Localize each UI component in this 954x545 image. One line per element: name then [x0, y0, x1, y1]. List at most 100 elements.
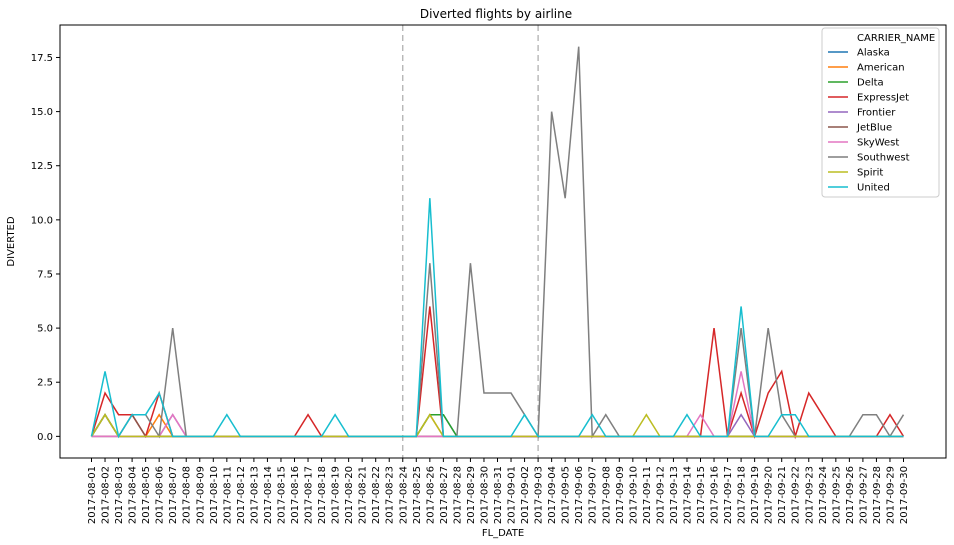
y-axis: 0.0 2.5 5.0 7.5 10.0 12.5 15.0 17.5 — [31, 53, 60, 443]
y-tick-label: 5.0 — [37, 324, 53, 335]
x-tick-label: 2017-08-19 — [331, 466, 342, 524]
series-line-southwest — [90, 46, 905, 439]
x-tick-label: 2017-09-02 — [520, 466, 531, 524]
y-tick-label: 7.5 — [37, 269, 53, 280]
x-tick-label: 2017-09-01 — [507, 466, 518, 524]
x-tick-label: 2017-09-17 — [723, 466, 734, 524]
legend-label-delta: Delta — [857, 78, 884, 89]
x-tick-label: 2017-08-16 — [290, 466, 301, 524]
legend: CARRIER_NAME Alaska American Delta ExpressJe… — [821, 27, 940, 198]
x-tick-label: 2017-09-03 — [534, 466, 545, 524]
x-tick-label: 2017-09-13 — [669, 466, 680, 524]
x-tick-label: 2017-08-12 — [236, 466, 247, 524]
x-tick-label: 2017-08-03 — [114, 466, 125, 524]
x-tick-label: 2017-09-09 — [615, 466, 626, 524]
x-tick-label: 2017-09-24 — [818, 466, 829, 524]
x-tick-label: 2017-09-04 — [547, 466, 558, 524]
x-tick-label: 2017-09-26 — [845, 466, 856, 524]
x-tick-label: 2017-09-30 — [899, 466, 910, 524]
series-line-spirit — [90, 413, 904, 438]
x-tick-label: 2017-08-14 — [263, 466, 274, 524]
x-tick-label: 2017-08-15 — [276, 466, 287, 524]
x-axis-label: FL_DATE — [482, 528, 524, 539]
legend-label-united: United — [857, 183, 890, 194]
x-tick-label: 2017-08-04 — [128, 466, 139, 524]
x-tick-label: 2017-08-21 — [358, 466, 369, 524]
x-tick-label: 2017-09-29 — [885, 466, 896, 524]
x-tick-label: 2017-08-28 — [452, 466, 463, 524]
x-tick-label: 2017-08-13 — [249, 466, 260, 524]
y-tick-label: 15.0 — [31, 107, 53, 118]
x-tick-label: 2017-08-07 — [168, 466, 179, 524]
x-tick-label: 2017-09-21 — [777, 466, 788, 524]
x-tick-label: 2017-08-01 — [87, 466, 98, 524]
legend-label-southwest: Southwest — [857, 153, 910, 164]
x-tick-label: 2017-08-27 — [439, 466, 450, 524]
y-tick-label: 12.5 — [31, 161, 53, 172]
series-line-alaska — [90, 413, 904, 438]
x-tick-label: 2017-09-28 — [872, 466, 883, 524]
x-tick-label: 2017-08-30 — [479, 466, 490, 524]
x-tick-label: 2017-09-14 — [682, 466, 693, 524]
legend-title: CARRIER_NAME — [857, 33, 935, 44]
x-tick-label: 2017-09-20 — [764, 466, 775, 524]
x-tick-label: 2017-08-11 — [222, 466, 233, 524]
x-tick-label: 2017-08-31 — [493, 466, 504, 524]
x-tick-label: 2017-08-22 — [371, 466, 382, 524]
x-tick-label: 2017-09-10 — [628, 466, 639, 524]
chart-title: Diverted flights by airline — [420, 7, 572, 21]
x-tick-label: 2017-09-12 — [655, 466, 666, 524]
x-tick-label: 2017-08-05 — [141, 466, 152, 524]
series-line-american — [90, 413, 904, 438]
x-tick-label: 2017-09-27 — [858, 466, 869, 524]
x-tick-label: 2017-09-16 — [710, 466, 721, 524]
x-tick-label: 2017-08-02 — [101, 466, 112, 524]
legend-label-skywest: SkyWest — [857, 138, 899, 149]
series-line-frontier — [91, 413, 904, 438]
x-tick-label: 2017-08-29 — [466, 466, 477, 524]
x-tick-label: 2017-08-18 — [317, 466, 328, 524]
legend-label-spirit: Spirit — [857, 168, 883, 179]
x-tick-label: 2017-08-25 — [412, 466, 423, 524]
x-tick-label: 2017-09-19 — [750, 466, 761, 524]
y-tick-label: 2.5 — [37, 378, 53, 389]
x-tick-label: 2017-08-23 — [385, 466, 396, 524]
x-tick-label: 2017-09-07 — [588, 466, 599, 524]
series-line-jetblue — [91, 413, 904, 438]
x-tick-label: 2017-09-15 — [696, 466, 707, 524]
plot-area — [59, 24, 947, 459]
legend-label-american: American — [857, 63, 905, 74]
x-tick-label: 2017-08-20 — [344, 466, 355, 524]
legend-label-expressjet: ExpressJet — [857, 93, 909, 104]
y-tick-label: 0.0 — [37, 432, 53, 443]
x-tick-label: 2017-08-09 — [195, 466, 206, 524]
x-tick-label: 2017-09-05 — [561, 466, 572, 524]
x-tick-label: 2017-08-10 — [209, 466, 220, 524]
x-tick-label: 2017-09-22 — [791, 466, 802, 524]
x-tick-label: 2017-09-08 — [601, 466, 612, 524]
x-tick-label: 2017-08-26 — [425, 466, 436, 524]
series-lines — [90, 46, 905, 440]
x-tick-label: 2017-08-06 — [155, 466, 166, 524]
x-tick-label: 2017-09-25 — [831, 466, 842, 524]
x-tick-label: 2017-09-18 — [737, 466, 748, 524]
series-line-skywest — [91, 371, 904, 438]
x-axis: 2017-08-01 2017-08-02 2017-08-03 2017-08-04… — [87, 458, 910, 524]
y-tick-label: 17.5 — [31, 53, 53, 64]
y-axis-label: DIVERTED — [6, 216, 17, 266]
legend-label-alaska: Alaska — [857, 48, 890, 59]
series-line-united — [90, 198, 904, 439]
y-tick-label: 10.0 — [31, 215, 53, 226]
series-line-delta — [90, 413, 904, 438]
legend-box — [821, 27, 940, 198]
x-tick-label: 2017-09-06 — [574, 466, 585, 524]
x-tick-label: 2017-08-24 — [398, 466, 409, 524]
reference-lines — [402, 25, 539, 458]
x-tick-label: 2017-09-11 — [642, 466, 653, 524]
x-tick-label: 2017-08-08 — [182, 466, 193, 524]
legend-label-jetblue: JetBlue — [856, 123, 892, 134]
x-tick-label: 2017-09-23 — [804, 466, 815, 524]
series-line-expressjet — [90, 306, 905, 440]
legend-label-frontier: Frontier — [857, 108, 896, 119]
